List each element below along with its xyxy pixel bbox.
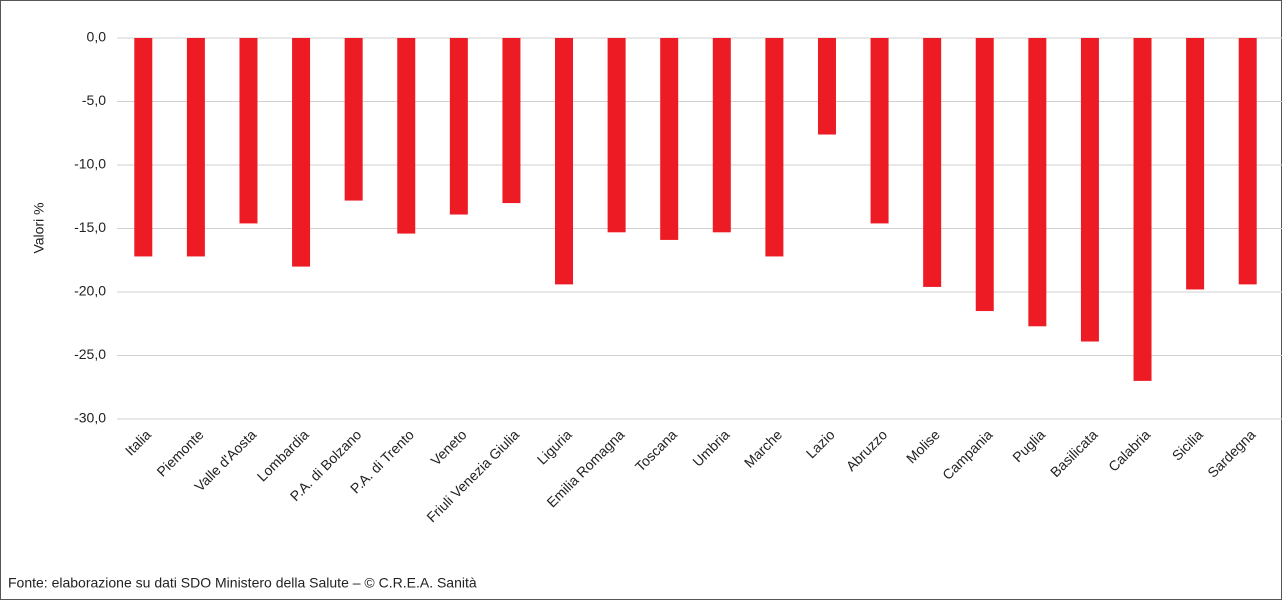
bar [239, 38, 258, 224]
bar [1186, 38, 1205, 290]
bar [765, 38, 784, 257]
bar [186, 38, 205, 257]
x-tick-label: Italia [122, 426, 154, 458]
x-tick-label: Piemonte [153, 426, 206, 479]
y-tick-label: -20,0 [74, 283, 106, 299]
x-tick-label: Veneto [427, 426, 469, 468]
x-tick-label: Sardegna [1204, 426, 1258, 480]
bar [134, 38, 153, 257]
bar [607, 38, 626, 233]
x-tick-label: Abruzzo [843, 426, 891, 474]
y-axis-label: Valori % [31, 202, 47, 253]
x-tick-label: Toscana [632, 426, 680, 474]
x-tick-label: Umbria [689, 426, 732, 469]
bar [397, 38, 416, 234]
bar [975, 38, 994, 312]
x-tick-label: Campania [939, 426, 996, 483]
bar [449, 38, 468, 215]
bar [817, 38, 836, 135]
x-tick-label: Marche [741, 426, 785, 470]
bar [1133, 38, 1152, 381]
x-tick-label: Calabria [1105, 426, 1153, 474]
x-tick-label: Molise [903, 426, 943, 466]
y-tick-label: 0,0 [87, 29, 107, 45]
x-tick-label: Friuli Venezia Giulia [423, 426, 522, 525]
bar [1080, 38, 1099, 342]
x-tick-label: Lazio [803, 426, 838, 461]
x-tick-label: Puglia [1009, 426, 1048, 465]
y-tick-label: -15,0 [74, 219, 106, 235]
y-tick-label: -5,0 [82, 92, 106, 108]
bar [502, 38, 521, 204]
y-tick-label: -10,0 [74, 156, 106, 172]
source-note: Fonte: elaborazione su dati SDO Minister… [8, 575, 477, 591]
bar [1028, 38, 1047, 327]
bar [344, 38, 363, 201]
y-tick-label: -25,0 [74, 346, 106, 362]
bar [292, 38, 311, 267]
y-tick-label: -30,0 [74, 410, 106, 426]
bar [870, 38, 889, 224]
bar [1238, 38, 1257, 285]
x-tick-label: Basilicata [1047, 426, 1101, 480]
bar [660, 38, 679, 240]
bar [712, 38, 731, 233]
bar [555, 38, 574, 285]
bar [923, 38, 942, 287]
x-tick-label: Sicilia [1169, 426, 1206, 463]
x-tick-label: Liguria [534, 426, 575, 467]
